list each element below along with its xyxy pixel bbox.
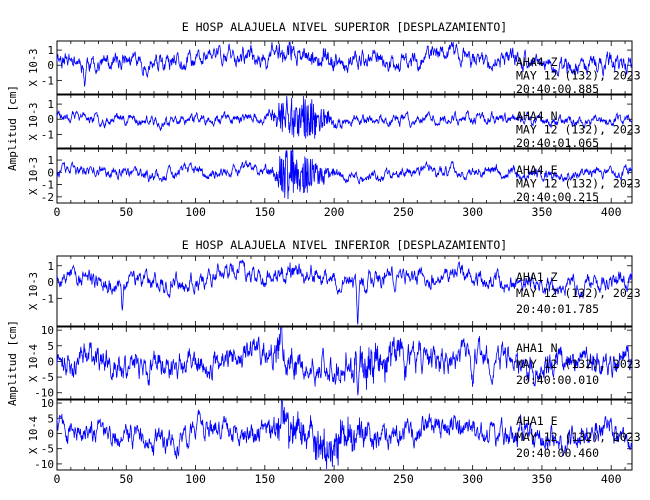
channel-label: AHA1 E [516, 414, 558, 428]
x-tick-label: 300 [462, 472, 483, 486]
y-tick-label: 5 [47, 412, 54, 425]
time-label: 20:40:00.215 [516, 190, 599, 204]
y-tick-label: 0 [47, 166, 54, 179]
y-tick-label: 0 [47, 355, 54, 368]
waveform-line [56, 327, 633, 396]
date-label: MAY 12 (132), 2023 [516, 69, 641, 83]
x-tick-label: 100 [185, 472, 206, 486]
x-tick-label: 200 [324, 472, 345, 486]
x-tick-label: 200 [324, 205, 345, 219]
panel-frame [56, 40, 633, 95]
x-tick-label: 150 [254, 205, 275, 219]
y-tick-label: 10 [41, 324, 54, 337]
date-label: MAY 12 (132), 2023 [516, 357, 641, 371]
scale-factor-label: X 10-3 [28, 157, 40, 195]
channel-label: AHA4 E [516, 163, 558, 177]
scale-factor-label: X 10-3 [28, 272, 40, 310]
y-tick-label: -2 [41, 191, 54, 204]
y-tick-label: -10 [34, 387, 54, 400]
y-tick-label: 1 [47, 98, 54, 111]
y-axis-label: Amplitud [cm] [6, 85, 19, 171]
panel-frame [56, 94, 633, 149]
y-tick-label: 0 [47, 427, 54, 440]
y-tick-label: -5 [41, 371, 54, 384]
panel-frame [56, 255, 633, 327]
x-tick-label: 400 [601, 205, 622, 219]
y-axis-label: Amplitud [cm] [6, 320, 19, 406]
x-tick-label: 150 [254, 472, 275, 486]
x-tick-label: 250 [393, 205, 414, 219]
channel-label: AHA1 N [516, 341, 558, 355]
chart-group-2: E HOSP ALAJUELA NIVEL INFERIOR [DESPLAZA… [6, 238, 641, 486]
x-tick-label: 0 [54, 472, 61, 486]
waveform-line [56, 259, 633, 325]
panel-aha1-e: -10 -5 0 5 10X 10-4 AHA1 E MAY 12 (132), 2023 2… [28, 397, 641, 471]
scale-factor-label: X 10-4 [28, 344, 40, 382]
channel-label: AHA1 Z [516, 270, 558, 284]
x-tick-label: 250 [393, 472, 414, 486]
chart-title: E HOSP ALAJUELA NIVEL INFERIOR [DESPLAZA… [182, 238, 507, 252]
panel-aha1-z: -1 0 1 X 10-3 AHA1 Z MAY 12 (132), 2023 20:40:… [28, 255, 641, 327]
time-label: 20:40:00.010 [516, 373, 599, 387]
channel-label: AHA4 Z [516, 55, 558, 69]
panel-frame [56, 148, 633, 204]
y-tick-label: -1 [41, 74, 54, 87]
y-tick-label: 0 [47, 59, 54, 72]
channel-label: AHA4 N [516, 109, 558, 123]
x-tick-label: 350 [532, 205, 553, 219]
panel-frame [56, 399, 633, 471]
y-tick-label: -10 [34, 458, 54, 471]
x-tick-label: 50 [119, 205, 133, 219]
date-label: MAY 12 (132), 2023 [516, 123, 641, 137]
y-tick-label: -5 [41, 443, 54, 456]
y-tick-label: 0 [47, 276, 54, 289]
time-label: 20:40:00.885 [516, 82, 599, 96]
date-label: MAY 12 (132), 2023 [516, 177, 641, 191]
scale-factor-label: X 10-4 [28, 416, 40, 454]
waveform-line [56, 149, 633, 200]
date-label: MAY 12 (132), 2023 [516, 286, 641, 300]
x-tick-label: 350 [532, 472, 553, 486]
y-tick-label: -1 [41, 179, 54, 192]
y-tick-label: -1 [41, 292, 54, 305]
time-label: 20:40:01.065 [516, 136, 599, 150]
y-tick-label: 1 [47, 154, 54, 167]
scale-factor-label: X 10-3 [28, 103, 40, 141]
time-label: 20:40:01.785 [516, 302, 599, 316]
y-tick-label: 1 [47, 260, 54, 273]
x-tick-label: 50 [119, 472, 133, 486]
panel-aha1-n: -10 -5 0 5 10X 10-4 AHA1 N MAY 12 (132), 2023 2… [28, 324, 641, 400]
scale-factor-label: X 10-3 [28, 49, 40, 87]
x-tick-label: 100 [185, 205, 206, 219]
x-tick-label: 0 [54, 205, 61, 219]
x-tick-label: 400 [601, 472, 622, 486]
chart-title: E HOSP ALAJUELA NIVEL SUPERIOR [DESPLAZA… [182, 20, 507, 34]
y-tick-label: 0 [47, 113, 54, 126]
waveform-line [56, 95, 633, 139]
y-tick-label: -1 [41, 128, 54, 141]
x-tick-label: 300 [462, 205, 483, 219]
time-label: 20:40:00.460 [516, 446, 599, 460]
waveform-line [56, 41, 633, 87]
chart-group-1: E HOSP ALAJUELA NIVEL SUPERIOR [DESPLAZA… [6, 20, 641, 219]
y-tick-label: 1 [47, 44, 54, 57]
y-tick-label: 10 [41, 397, 54, 410]
waveform-line [56, 400, 633, 470]
date-label: MAY 12 (132), 2023 [516, 430, 641, 444]
y-tick-label: 5 [47, 340, 54, 353]
